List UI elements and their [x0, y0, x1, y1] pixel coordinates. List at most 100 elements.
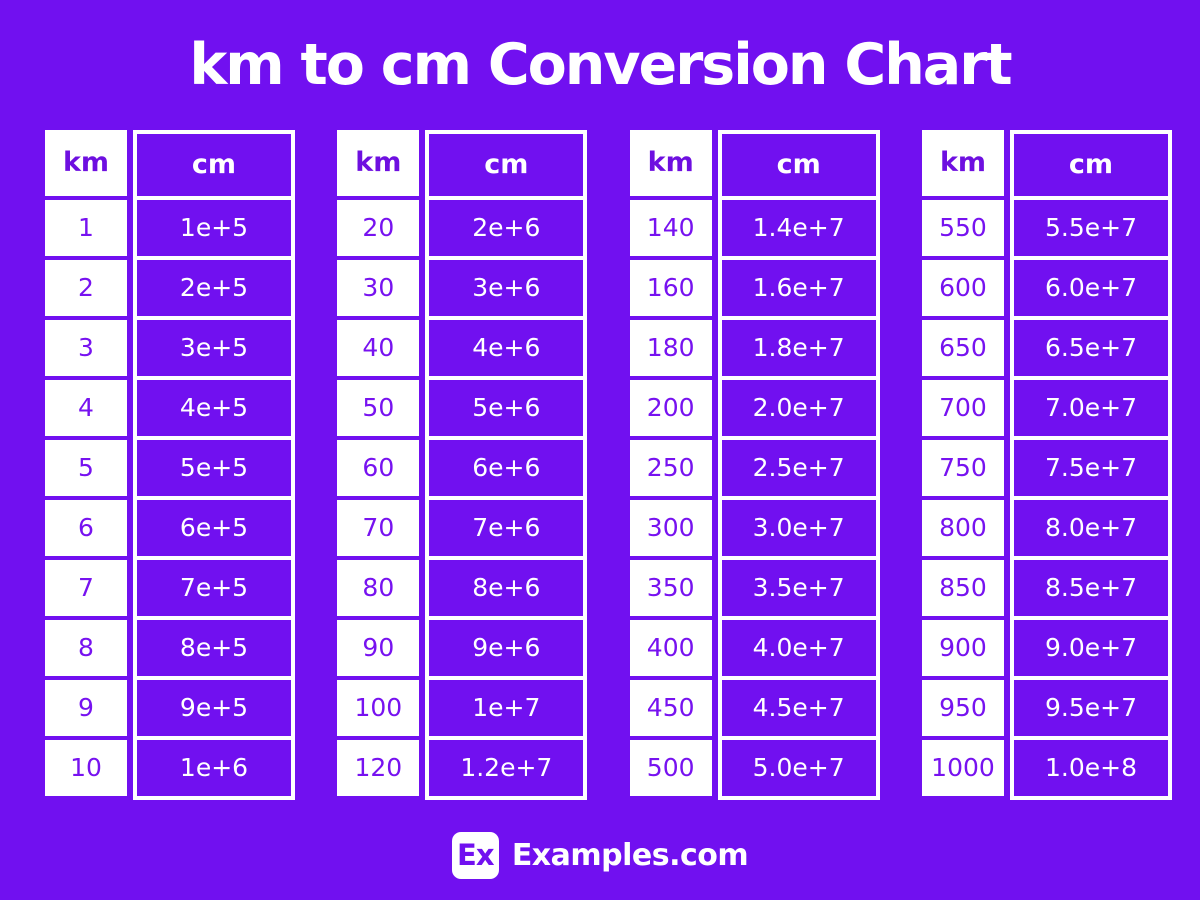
- km-value-cell: 200: [629, 379, 712, 440]
- cm-value-cell: 4.5e+7: [717, 679, 880, 740]
- cm-value-cell: 8e+6: [425, 559, 588, 620]
- cm-value-cell: 7.5e+7: [1009, 439, 1172, 500]
- cm-value-cell: 4e+6: [425, 319, 588, 380]
- km-value-cell: 100: [337, 679, 420, 740]
- km-value-cell: 7: [45, 559, 127, 620]
- km-value-cell: 80: [337, 559, 420, 620]
- km-value-cell: 20: [337, 199, 420, 260]
- cm-value-cell: 9e+6: [425, 619, 588, 680]
- km-value-cell: 10: [45, 739, 127, 800]
- cm-value-cell: 6.5e+7: [1009, 319, 1172, 380]
- cm-value-cell: 1e+6: [133, 739, 295, 800]
- cm-value-cell: 7e+6: [425, 499, 588, 560]
- cm-value-cell: 2e+5: [133, 259, 295, 320]
- cm-column: cm 1e+5 2e+5 3e+5 4e+5 5e+5 6e+5 7e+5 8e+5 9e+5 1…: [133, 129, 295, 800]
- cm-value-cell: 2e+6: [425, 199, 588, 260]
- cm-value-cell: 3e+5: [133, 319, 295, 380]
- footer: Ex Examples.com: [0, 831, 1200, 879]
- cm-value-cell: 6.0e+7: [1009, 259, 1172, 320]
- km-value-cell: 350: [629, 559, 712, 620]
- km-value-cell: 600: [921, 259, 1004, 320]
- km-value-cell: 5: [45, 439, 127, 500]
- conversion-table-4: km 550 600 650 700 750 800 850 900 950 1000 cm 5.…: [921, 129, 1172, 800]
- km-value-cell: 250: [629, 439, 712, 500]
- km-value-cell: 900: [921, 619, 1004, 680]
- cm-column: cm 2e+6 3e+6 4e+6 5e+6 6e+6 7e+6 8e+6 9e+6 1e+7 1…: [425, 129, 588, 800]
- km-column: km 20 30 40 50 60 70 80 90 100 120: [337, 129, 420, 800]
- km-value-cell: 800: [921, 499, 1004, 560]
- km-value-cell: 50: [337, 379, 420, 440]
- cm-value-cell: 4.0e+7: [717, 619, 880, 680]
- cm-value-cell: 1.4e+7: [717, 199, 880, 260]
- km-value-cell: 3: [45, 319, 127, 380]
- km-column: km 550 600 650 700 750 800 850 900 950 1000: [921, 129, 1004, 800]
- cm-value-cell: 3.0e+7: [717, 499, 880, 560]
- cm-value-cell: 6e+5: [133, 499, 295, 560]
- site-name: Examples.com: [511, 837, 749, 873]
- cm-value-cell: 8e+5: [133, 619, 295, 680]
- km-header: km: [921, 129, 1004, 200]
- km-value-cell: 700: [921, 379, 1004, 440]
- conversion-tables-row: km 1 2 3 4 5 6 7 8 9 10 cm 1e+5 2e+5 3e+5 4e+5 5e+5 6e…: [0, 129, 1200, 800]
- cm-value-cell: 9.0e+7: [1009, 619, 1172, 680]
- cm-value-cell: 5e+6: [425, 379, 588, 440]
- km-value-cell: 8: [45, 619, 127, 680]
- cm-value-cell: 9e+5: [133, 679, 295, 740]
- km-value-cell: 160: [629, 259, 712, 320]
- km-value-cell: 40: [337, 319, 420, 380]
- cm-value-cell: 2.0e+7: [717, 379, 880, 440]
- cm-value-cell: 9.5e+7: [1009, 679, 1172, 740]
- conversion-table-3: km 140 160 180 200 250 300 350 400 450 500 cm 1.4…: [629, 129, 880, 800]
- cm-header: cm: [1009, 129, 1172, 200]
- cm-value-cell: 1.0e+8: [1009, 739, 1172, 800]
- km-value-cell: 6: [45, 499, 127, 560]
- km-value-cell: 140: [629, 199, 712, 260]
- km-value-cell: 450: [629, 679, 712, 740]
- cm-header: cm: [133, 129, 295, 200]
- km-header: km: [337, 129, 420, 200]
- cm-column: cm 1.4e+7 1.6e+7 1.8e+7 2.0e+7 2.5e+7 3.0e+7 3…: [717, 129, 880, 800]
- cm-value-cell: 5.5e+7: [1009, 199, 1172, 260]
- km-column: km 1 2 3 4 5 6 7 8 9 10: [45, 129, 127, 800]
- km-value-cell: 650: [921, 319, 1004, 380]
- km-value-cell: 70: [337, 499, 420, 560]
- cm-value-cell: 6e+6: [425, 439, 588, 500]
- cm-value-cell: 7.0e+7: [1009, 379, 1172, 440]
- cm-value-cell: 1.6e+7: [717, 259, 880, 320]
- km-value-cell: 550: [921, 199, 1004, 260]
- km-value-cell: 9: [45, 679, 127, 740]
- cm-value-cell: 7e+5: [133, 559, 295, 620]
- cm-value-cell: 5.0e+7: [717, 739, 880, 800]
- cm-header: cm: [717, 129, 880, 200]
- cm-value-cell: 1.8e+7: [717, 319, 880, 380]
- km-value-cell: 120: [337, 739, 420, 800]
- cm-value-cell: 5e+5: [133, 439, 295, 500]
- km-header: km: [629, 129, 712, 200]
- conversion-table-1: km 1 2 3 4 5 6 7 8 9 10 cm 1e+5 2e+5 3e+5 4e+5 5e+5 6e…: [45, 129, 295, 800]
- cm-value-cell: 2.5e+7: [717, 439, 880, 500]
- km-value-cell: 1000: [921, 739, 1004, 800]
- examples-logo: Ex: [451, 831, 499, 879]
- cm-value-cell: 4e+5: [133, 379, 295, 440]
- cm-value-cell: 8.0e+7: [1009, 499, 1172, 560]
- km-value-cell: 400: [629, 619, 712, 680]
- km-value-cell: 750: [921, 439, 1004, 500]
- cm-value-cell: 1e+5: [133, 199, 295, 260]
- cm-header: cm: [425, 129, 588, 200]
- km-value-cell: 90: [337, 619, 420, 680]
- km-value-cell: 950: [921, 679, 1004, 740]
- km-header: km: [45, 129, 127, 200]
- km-column: km 140 160 180 200 250 300 350 400 450 500: [629, 129, 712, 800]
- logo-text: Ex: [457, 838, 495, 873]
- km-value-cell: 300: [629, 499, 712, 560]
- km-value-cell: 4: [45, 379, 127, 440]
- km-value-cell: 30: [337, 259, 420, 320]
- cm-value-cell: 8.5e+7: [1009, 559, 1172, 620]
- cm-value-cell: 3e+6: [425, 259, 588, 320]
- km-value-cell: 1: [45, 199, 127, 260]
- km-value-cell: 180: [629, 319, 712, 380]
- cm-column: cm 5.5e+7 6.0e+7 6.5e+7 7.0e+7 7.5e+7 8.0e+7 8…: [1009, 129, 1172, 800]
- km-value-cell: 60: [337, 439, 420, 500]
- conversion-table-2: km 20 30 40 50 60 70 80 90 100 120 cm 2e+6 3e+6 4e+…: [337, 129, 588, 800]
- cm-value-cell: 1.2e+7: [425, 739, 588, 800]
